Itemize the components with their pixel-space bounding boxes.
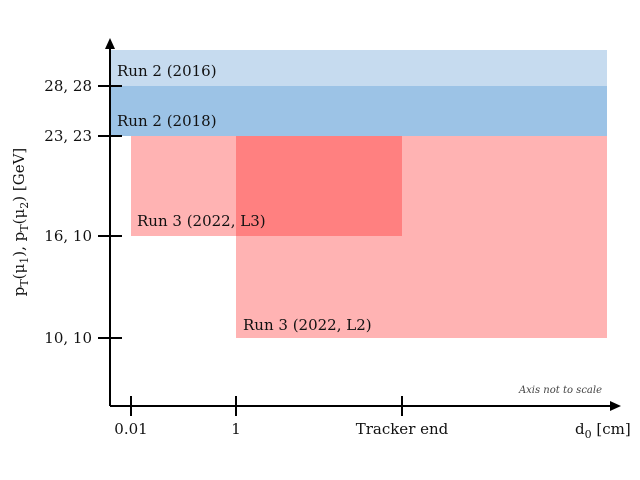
- x-axis-title-main: d: [575, 420, 585, 438]
- axes: [105, 38, 621, 411]
- region-1: [110, 50, 607, 86]
- y-axis-arrow: [105, 38, 115, 49]
- y-tick-label-1: 10, 10: [44, 329, 92, 347]
- labels-layer: Run 2 (2016) Run 2 (2018) Run 3 (2022, L2)…: [117, 62, 372, 334]
- region-label-3: Run 3 (2022, L2): [243, 316, 372, 334]
- y-tick-label-4: 28, 28: [44, 77, 92, 95]
- region-2: [110, 86, 607, 136]
- y-axis-title-part-7: (μ: [10, 209, 28, 225]
- y-axis-title: pT(μ1), pT(μ2) [GeV]: [10, 148, 31, 297]
- y-axis-title-part-5: ), p: [10, 232, 28, 257]
- region-overlap: [236, 136, 402, 236]
- y-axis-title-part-6: T: [18, 224, 31, 232]
- x-axis-arrow: [610, 401, 621, 411]
- x-tick-label-1: 0.01: [114, 420, 147, 438]
- ticks-layer: 0.01 1 Tracker end 10, 10 16, 10 23, 23 28, 28: [44, 77, 448, 438]
- x-axis-title: d0 [cm]: [575, 420, 631, 441]
- y-axis-title-part-8: 2: [18, 202, 31, 209]
- y-tick-label-2: 16, 10: [44, 227, 92, 245]
- y-axis-title-part-3: (μ: [10, 263, 28, 279]
- region-label-1: Run 2 (2016): [117, 62, 217, 80]
- region-label-2: Run 2 (2018): [117, 112, 217, 130]
- overlap-layer: [236, 136, 402, 236]
- y-axis-title-part-2: T: [18, 279, 31, 287]
- x-tick-label-3: Tracker end: [356, 420, 449, 438]
- axis-note: Axis not to scale: [518, 385, 602, 396]
- x-tick-label-2: 1: [231, 420, 241, 438]
- region-label-4: Run 3 (2022, L3): [137, 212, 266, 230]
- y-tick-label-3: 23, 23: [44, 127, 92, 145]
- x-axis-title-unit: [cm]: [592, 420, 631, 438]
- y-axis-title-part-1: p: [10, 287, 28, 297]
- x-axis-title-sub: 0: [585, 428, 592, 441]
- y-axis-title-part-4: 1: [18, 257, 31, 264]
- y-axis-title-part-9: ) [GeV]: [10, 148, 28, 202]
